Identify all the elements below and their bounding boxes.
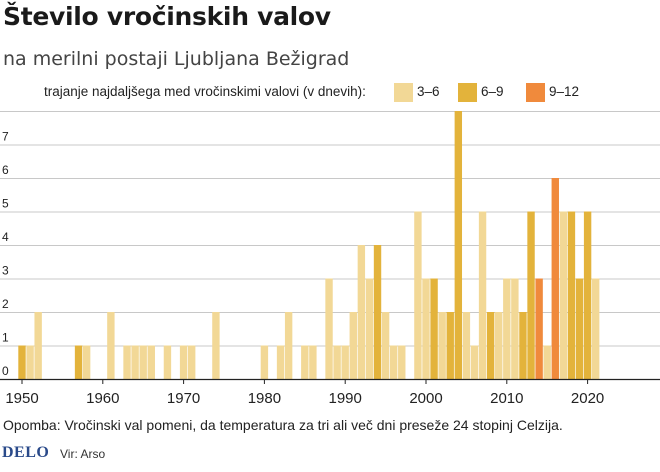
bar-1957 <box>74 345 83 379</box>
bar-1988 <box>325 278 333 379</box>
x-tick-label-1980: 1980 <box>248 390 281 407</box>
bar-1971 <box>187 345 196 379</box>
bar-chart: 0 1 2 3 4 5 6 7 1950 1960 1970 1980 1990 2000 2010 2020 <box>0 111 660 407</box>
bar-2015 <box>543 345 551 379</box>
y-tick-label-7: 7 <box>2 130 9 144</box>
bar-1950 <box>18 345 26 379</box>
bar-2002 <box>438 312 446 379</box>
bar-1974 <box>212 312 220 379</box>
bar-1970 <box>179 345 188 379</box>
bar-2007 <box>478 211 487 379</box>
legend: trajanje najdaljšega med vročinskimi val… <box>0 82 660 104</box>
bar-2016 <box>551 178 559 379</box>
bar-1968 <box>163 345 172 379</box>
bar-1964 <box>131 345 139 379</box>
bar-1965 <box>139 345 147 379</box>
delo-logo: DELO <box>2 444 50 461</box>
y-tick-label-2: 2 <box>2 297 9 311</box>
legend-title: trajanje najdaljšega med vročinskimi val… <box>44 84 366 99</box>
bar-1958 <box>82 345 91 379</box>
chart-title: Število vročinskih valov <box>3 2 331 31</box>
bar-1990 <box>341 345 349 379</box>
legend-swatch-6-9 <box>458 83 477 102</box>
legend-label-3-6: 3–6 <box>417 84 440 99</box>
bar-2010 <box>503 278 511 379</box>
x-tick-label-1960: 1960 <box>86 390 119 407</box>
bar-2014 <box>535 278 543 379</box>
bar-1985 <box>301 345 309 379</box>
bar-1966 <box>147 345 155 379</box>
bar-2011 <box>511 278 519 379</box>
legend-swatch-3-6 <box>394 83 413 102</box>
x-tick-label-2010: 2010 <box>490 390 523 407</box>
bar-1989 <box>333 345 341 379</box>
y-tick-label-4: 4 <box>2 230 9 244</box>
chart-subtitle: na merilni postaji Ljubljana Bežigrad <box>3 48 350 70</box>
x-tick-label-1970: 1970 <box>167 390 200 407</box>
bar-2012 <box>519 312 527 379</box>
bar-1983 <box>284 312 293 379</box>
bar-1996 <box>389 345 398 379</box>
bar-2003 <box>446 312 454 379</box>
y-tick-label-5: 5 <box>2 197 9 211</box>
bar-2018 <box>567 211 576 379</box>
legend-swatch-9-12 <box>526 83 545 102</box>
bar-1993 <box>365 278 374 379</box>
bar-2019 <box>575 278 584 379</box>
bar-1995 <box>381 312 390 379</box>
y-tick-label-3: 3 <box>2 264 9 278</box>
bar-1982 <box>276 345 285 379</box>
source-label: Vir: Arso <box>60 447 106 461</box>
bar-1980 <box>260 345 269 379</box>
footnote: Opomba: Vročinski val pomeni, da tempera… <box>3 417 563 433</box>
bar-2020 <box>583 211 592 379</box>
bar-2006 <box>470 345 479 379</box>
legend-label-9-12: 9–12 <box>549 84 580 99</box>
bar-1997 <box>398 345 406 379</box>
x-tick-label-1950: 1950 <box>5 390 38 407</box>
footer: DELO Vir: Arso <box>0 443 660 465</box>
bar-2004 <box>454 111 463 379</box>
bar-1994 <box>373 245 382 379</box>
bar-1991 <box>349 312 357 379</box>
bar-1951 <box>26 345 34 379</box>
bar-1992 <box>357 245 366 379</box>
bar-2017 <box>559 211 568 379</box>
bar-1999 <box>414 211 422 379</box>
bar-1952 <box>34 312 42 379</box>
legend-label-6-9: 6–9 <box>481 84 504 99</box>
x-tick-label-1990: 1990 <box>329 390 362 407</box>
y-tick-label-0: 0 <box>2 364 9 378</box>
bar-2013 <box>527 211 535 379</box>
bar-1961 <box>107 312 115 379</box>
bar-1986 <box>309 345 317 379</box>
x-tick-label-2020: 2020 <box>571 390 604 407</box>
bar-2005 <box>462 312 471 379</box>
bar-2001 <box>430 278 438 379</box>
x-tick-label-2000: 2000 <box>409 390 442 407</box>
y-tick-label-1: 1 <box>2 331 9 345</box>
bar-2021 <box>591 278 600 379</box>
bar-2000 <box>422 278 430 379</box>
bar-2008 <box>486 312 495 379</box>
bar-1963 <box>123 345 131 379</box>
y-tick-label-6: 6 <box>2 163 9 177</box>
bar-2009 <box>495 312 503 379</box>
